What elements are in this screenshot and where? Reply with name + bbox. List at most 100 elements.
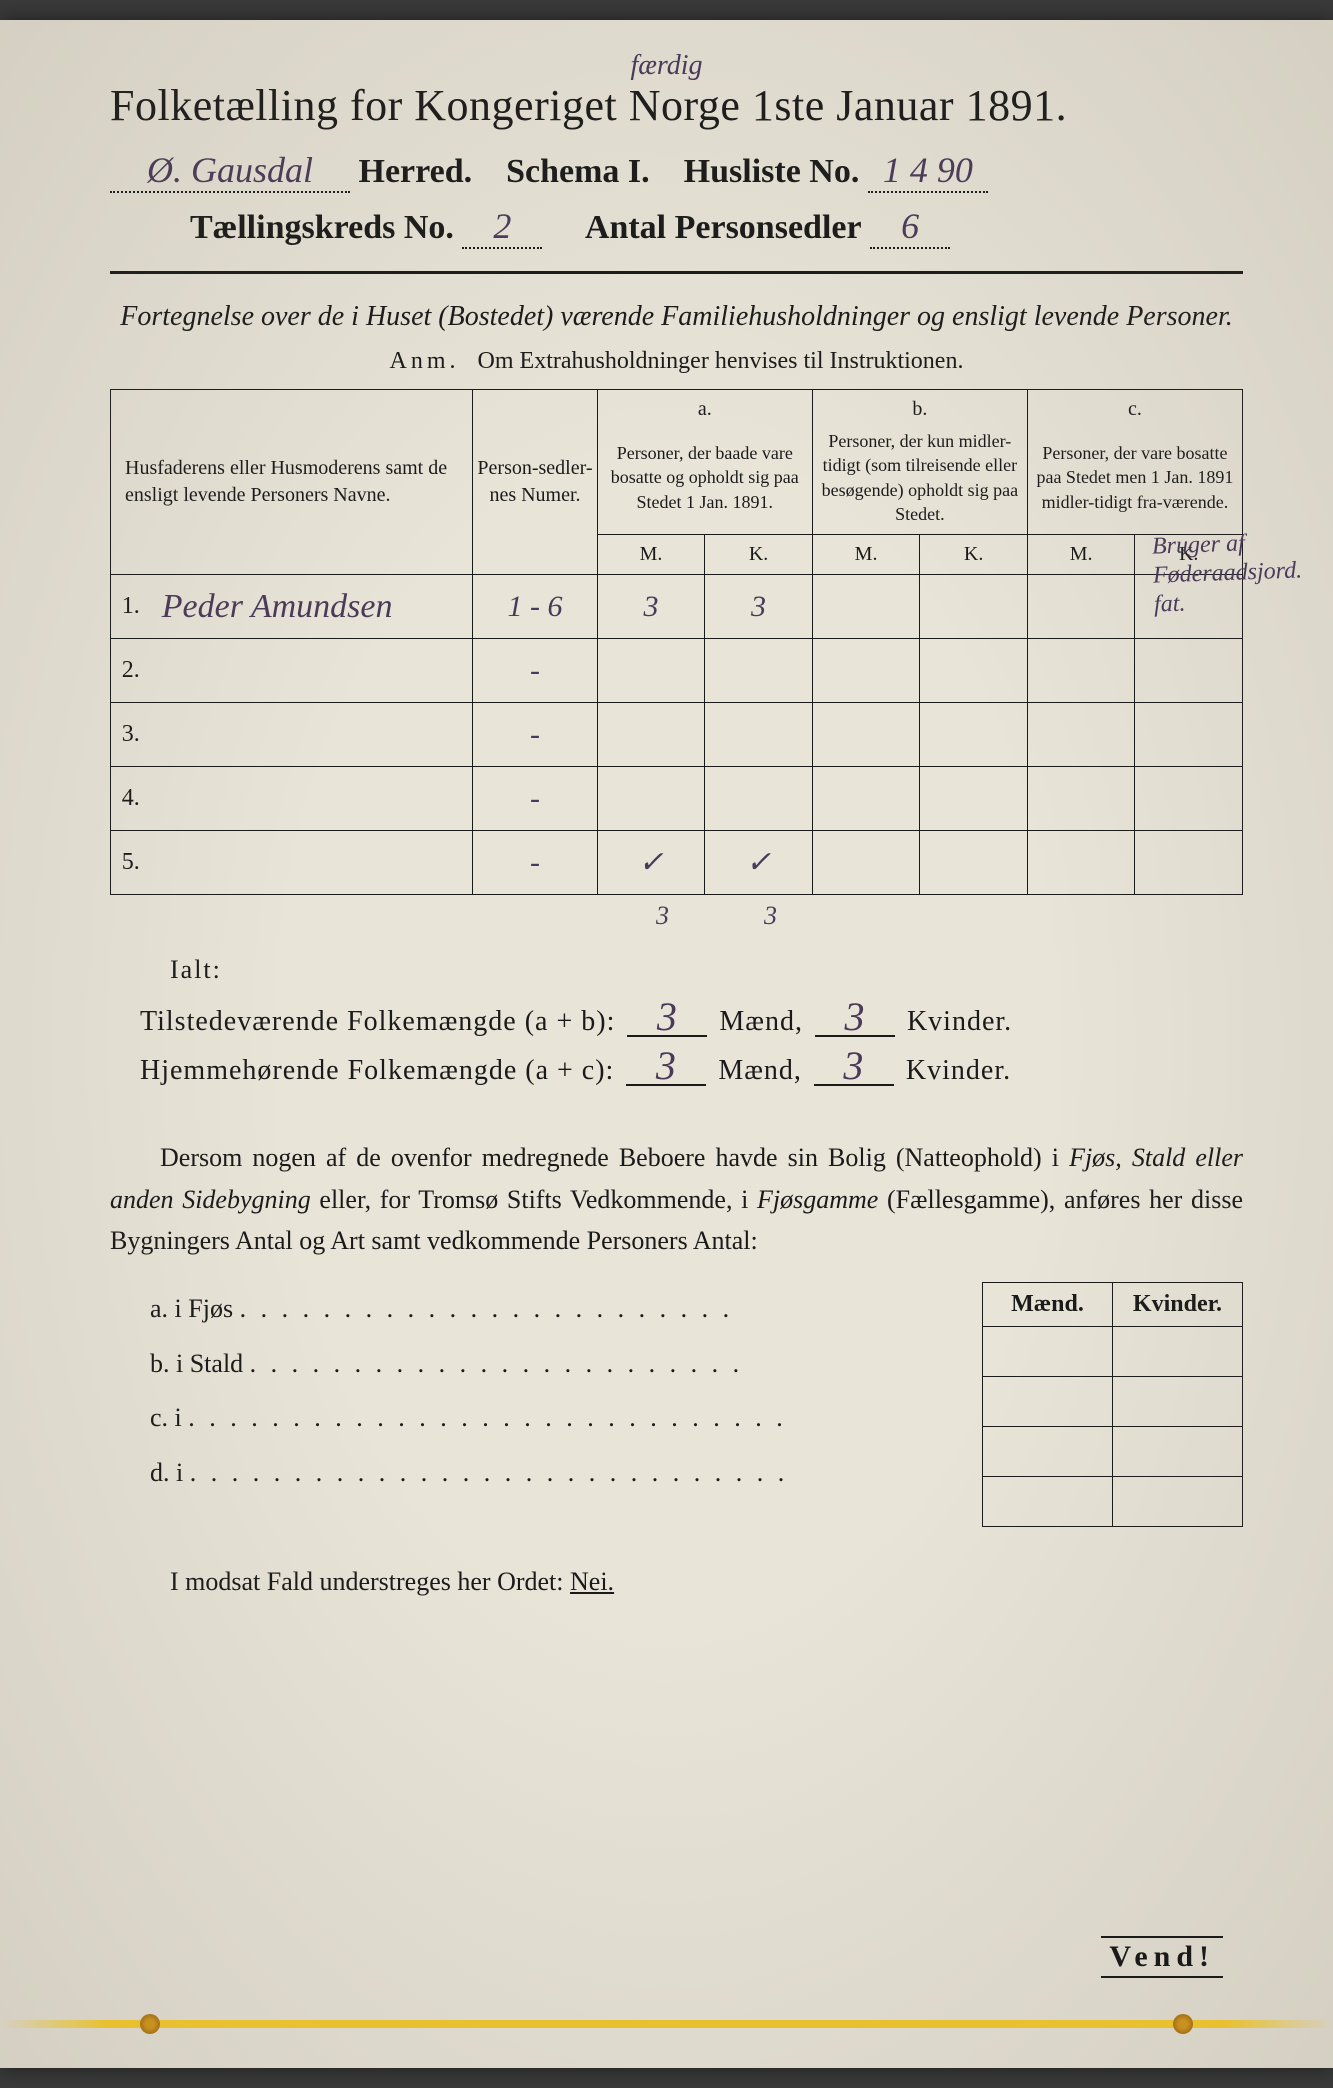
th-num: Person-sedler-nes Numer. [473,390,598,575]
below-a-k: 3 [717,901,825,931]
anm-text: Om Extrahusholdninger henvises til Instr… [478,348,964,374]
anm-line: Anm. Om Extrahusholdninger henvises til … [110,348,1243,375]
margin-note: Bruger af Føderaadsjord. fat. [1152,527,1305,619]
row-person-num: - [473,703,598,767]
row-name [156,831,473,895]
th-b: b. [812,390,1027,426]
bygninger-list: a. i Fjøs . . . . . . . . . . . . . . . … [150,1282,962,1500]
row-a-m: ✓ [597,831,705,895]
header-line-2: Tællingskreds No. 2 Antal Personsedler 6 [110,205,1243,249]
divider [110,271,1243,274]
row-b-m [812,575,920,639]
th-a-k: K. [705,535,813,575]
row-person-num: - [473,767,598,831]
th-c-m: M. [1027,535,1135,575]
binding-string [0,2020,1333,2028]
top-handwritten-note: færdig [630,50,702,82]
maend-2: Mænd, [718,1055,802,1086]
ialt-label: Ialt: [170,955,1243,985]
row-num: 5. [111,831,156,895]
byg-b: b. i Stald . . . . . . . . . . . . . . .… [150,1337,962,1392]
nei-line: I modsat Fald understreges her Ordet: Ne… [170,1567,1243,1597]
table-row: 5.-✓✓ [111,831,1243,895]
kvinder-1: Kvinder. [907,1006,1012,1037]
mk-table: Mænd.Kvinder. [982,1282,1243,1527]
husliste-label: Husliste No. [684,153,860,190]
th-name: Husfaderens eller Husmoderens samt de en… [111,390,473,575]
row-num: 4. [111,767,156,831]
schema-label: Schema I. [506,153,650,190]
below-table-sums: 3 3 [110,901,1243,931]
subtitle: Fortegnelse over de i Huset (Bostedet) v… [110,296,1243,338]
row-c-m [1027,767,1135,831]
row-a-m [597,703,705,767]
row-b-m [812,767,920,831]
table-row: 2. - [111,639,1243,703]
row-c-m [1027,703,1135,767]
nei-word: Nei. [570,1567,614,1596]
row-c-m [1027,639,1135,703]
row-c-k [1135,703,1243,767]
antal-label: Antal Personsedler [585,209,862,246]
mk-cell [983,1376,1113,1426]
sum1-label: Tilstedeværende Folkemængde (a + b): [140,1006,615,1037]
mk-cell [983,1326,1113,1376]
row-b-k [920,767,1028,831]
row-a-m [597,767,705,831]
row-a-k [705,767,813,831]
th-b-k: K. [920,535,1028,575]
mk-cell [983,1426,1113,1476]
row-person-num: - [473,639,598,703]
mk-cell [1113,1326,1243,1376]
row-c-k [1135,639,1243,703]
vend-label: Vend! [1101,1936,1223,1978]
header-line-1: Ø. Gausdal Herred. Schema I. Husliste No… [110,149,1243,193]
row-a-m: 3 [597,575,705,639]
table-row: 3. - [111,703,1243,767]
row-a-k: 3 [705,575,813,639]
row-c-k [1135,831,1243,895]
sum-line-2: Hjemmehørende Folkemængde (a + c): 3 Mæn… [140,1048,1243,1087]
kreds-value: 2 [462,205,542,249]
row-a-k [705,639,813,703]
row-b-k [920,831,1028,895]
husliste-value: 1 4 90 [868,149,988,193]
th-b-desc: Personer, der kun midler-tidigt (som til… [812,425,1027,535]
string-knot-right [1173,2014,1193,2034]
row-b-m [812,831,920,895]
census-table: Husfaderens eller Husmoderens samt de en… [110,389,1243,895]
row-c-m [1027,831,1135,895]
kreds-label: Tællingskreds No. [190,209,454,246]
row-person-num: 1 - 6 [473,575,598,639]
row-c-m [1027,575,1135,639]
mk-m-head: Mænd. [983,1282,1113,1326]
row-num: 1. [111,575,156,639]
row-name [156,703,473,767]
byg-d: d. i . . . . . . . . . . . . . . . . . .… [150,1446,962,1501]
row-num: 3. [111,703,156,767]
th-c: c. [1027,390,1242,426]
string-knot-left [140,2014,160,2034]
row-b-k [920,575,1028,639]
row-num: 2. [111,639,156,703]
mk-cell [983,1476,1113,1526]
sum2-k: 3 [814,1048,894,1086]
th-c-desc: Personer, der vare bosatte paa Stedet me… [1027,425,1242,535]
mk-cell [1113,1376,1243,1426]
below-a-m: 3 [609,901,717,931]
mk-k-head: Kvinder. [1113,1282,1243,1326]
antal-value: 6 [870,205,950,249]
mk-cell [1113,1476,1243,1526]
census-form-page: færdig Folketælling for Kongeriget Norge… [0,20,1333,2068]
anm-label: Anm. [390,348,460,374]
row-a-k: ✓ [705,831,813,895]
row-b-k [920,703,1028,767]
row-b-k [920,639,1028,703]
row-name [156,767,473,831]
mk-cell [1113,1426,1243,1476]
kvinder-2: Kvinder. [906,1055,1011,1086]
th-a: a. [597,390,812,426]
row-b-m [812,703,920,767]
row-a-k [705,703,813,767]
th-a-desc: Personer, der baade vare bosatte og opho… [597,425,812,535]
